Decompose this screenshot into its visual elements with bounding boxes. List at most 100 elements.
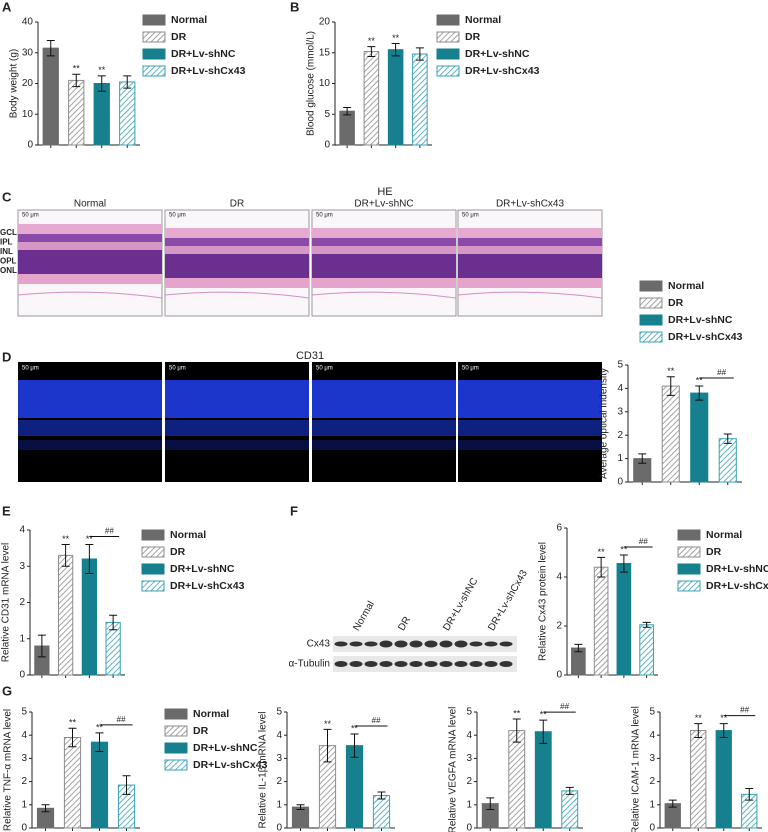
y-tick-label: 5: [21, 707, 27, 718]
legend-swatch: [677, 546, 701, 558]
y-tick-label: 3: [19, 561, 25, 572]
significance: ##: [639, 537, 648, 546]
legend-swatch: [164, 742, 188, 754]
band: [469, 641, 483, 647]
tissue: [18, 250, 162, 274]
band: [454, 640, 468, 648]
tissue: [165, 246, 309, 254]
band: [379, 661, 393, 667]
y-tick-label: 20: [22, 78, 34, 89]
bar: [593, 566, 609, 676]
significance: **: [98, 65, 106, 75]
band: [364, 641, 378, 647]
significance: **: [324, 719, 332, 729]
legend-label: DR: [171, 31, 187, 43]
bar: [291, 806, 310, 829]
row-label: α-Tubulin: [288, 659, 330, 670]
bar: [639, 624, 654, 676]
tissue: [165, 440, 309, 450]
y-tick-label: 1: [276, 799, 282, 810]
band: [409, 640, 423, 648]
error-bar: [638, 453, 647, 464]
tissue: [312, 254, 456, 278]
panel-letter: B: [290, 0, 299, 14]
error-bar: [367, 46, 376, 57]
error-bar: [539, 719, 548, 744]
error-bar: [61, 544, 70, 567]
y-tick-label: 1: [21, 799, 27, 810]
significance: **: [720, 713, 728, 723]
y-tick-label: 5: [617, 360, 623, 371]
error-bar: [377, 791, 386, 800]
y-tick-label: 5: [276, 707, 282, 718]
tissue: [312, 420, 456, 436]
error-bar: [72, 73, 81, 88]
bar: [345, 745, 364, 829]
error-bar: [745, 788, 754, 801]
band: [364, 661, 378, 667]
legend-label: DR+Lv-shCx43: [668, 331, 743, 343]
error-bar: [68, 727, 77, 748]
legend-label: Normal: [170, 529, 206, 541]
error-bar: [97, 75, 106, 92]
legend-label: DR: [465, 31, 481, 43]
bar: [508, 730, 526, 829]
significance: **: [667, 366, 675, 376]
band: [349, 641, 363, 647]
legend-label: DR+Lv-shNC: [706, 563, 768, 575]
panel-letter: D: [2, 349, 11, 364]
y-axis-label: Relative ICAM-1 mRNA level: [631, 706, 642, 832]
legend-swatch: [436, 14, 460, 26]
tissue: [458, 440, 602, 450]
legend-swatch: [142, 48, 166, 60]
y-axis-label: Relative TNF-α mRNA level: [3, 709, 14, 831]
y-tick-label: 20: [319, 17, 331, 28]
error-bar: [122, 775, 131, 795]
y-tick-label: 5: [324, 109, 330, 120]
tissue: [18, 242, 162, 250]
y-tick-label: 1: [466, 799, 472, 810]
legend-label: Normal: [465, 14, 501, 26]
lane-label: Normal: [351, 599, 377, 632]
tissue: [18, 234, 162, 242]
bar: [90, 741, 109, 829]
tissue: [312, 246, 456, 254]
band: [439, 661, 453, 667]
tissue: [18, 380, 162, 418]
legend-swatch: [141, 546, 165, 558]
y-tick-label: 1: [649, 799, 655, 810]
tissue: [18, 224, 162, 234]
significance: ##: [372, 716, 381, 725]
band: [469, 661, 483, 667]
y-axis-label: Blood glucose (mmol/L): [306, 31, 317, 136]
y-tick-label: 40: [22, 17, 34, 28]
y-tick-label: 0: [276, 823, 282, 832]
band: [499, 641, 513, 647]
y-tick-label: 0: [556, 670, 562, 681]
y-tick-label: 1: [617, 453, 623, 464]
legend-label: DR+Lv-shNC: [171, 48, 236, 60]
legend-swatch: [639, 280, 663, 292]
error-bar: [486, 797, 495, 810]
band: [484, 661, 498, 667]
y-axis-label: Relative VEGFA mRNA level: [448, 707, 459, 832]
legend-label: DR+Lv-shCx43: [171, 65, 246, 77]
y-tick-label: 0: [617, 477, 623, 488]
layer-label: GCL: [0, 228, 17, 237]
scale-bar: 50 μm: [169, 366, 186, 372]
bar: [363, 51, 380, 146]
y-axis-label: Average optical indensity: [599, 368, 610, 479]
band: [454, 661, 468, 667]
tissue: [165, 278, 309, 288]
y-tick-label: 5: [466, 707, 472, 718]
error-bar: [694, 723, 703, 739]
significance: ##: [105, 527, 114, 536]
significance: **: [368, 36, 376, 46]
y-tick-label: 3: [649, 753, 655, 764]
group-label: Normal: [74, 199, 106, 210]
tissue: [18, 440, 162, 450]
error-bar: [296, 804, 305, 810]
error-bar: [666, 376, 675, 396]
error-bar: [41, 804, 50, 813]
y-tick-label: 0: [324, 140, 330, 151]
